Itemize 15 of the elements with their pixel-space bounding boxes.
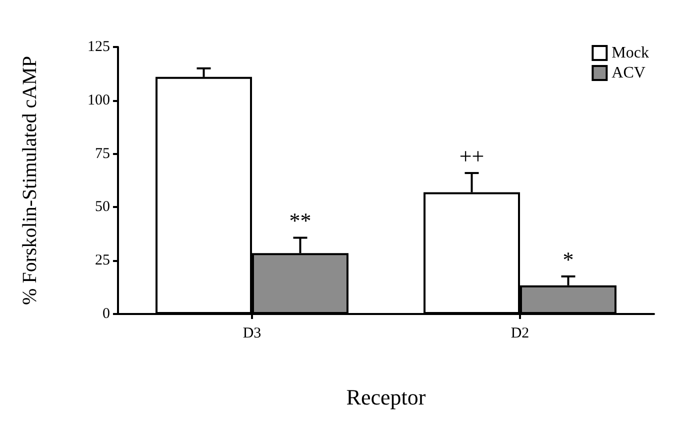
x-tick-label: D2 bbox=[510, 326, 530, 342]
y-tick-label: 100 bbox=[88, 92, 110, 108]
y-axis-title: % Forskolin-Stimulated cAMP bbox=[19, 56, 41, 305]
legend-label: ACV bbox=[612, 64, 646, 82]
y-tick-label: 25 bbox=[95, 252, 110, 269]
y-tick-label: 0 bbox=[102, 306, 110, 322]
y-tick-label: 125 bbox=[88, 39, 110, 55]
y-tick-label: 75 bbox=[95, 146, 110, 162]
x-axis-title: Receptor bbox=[346, 384, 426, 410]
y-tick-label: 50 bbox=[95, 199, 110, 216]
legend-label: Mock bbox=[612, 44, 649, 62]
annotation: ** bbox=[289, 208, 312, 234]
annotation: ++ bbox=[459, 144, 484, 169]
x-tick-label: D3 bbox=[242, 326, 262, 342]
annotation: * bbox=[562, 246, 574, 272]
